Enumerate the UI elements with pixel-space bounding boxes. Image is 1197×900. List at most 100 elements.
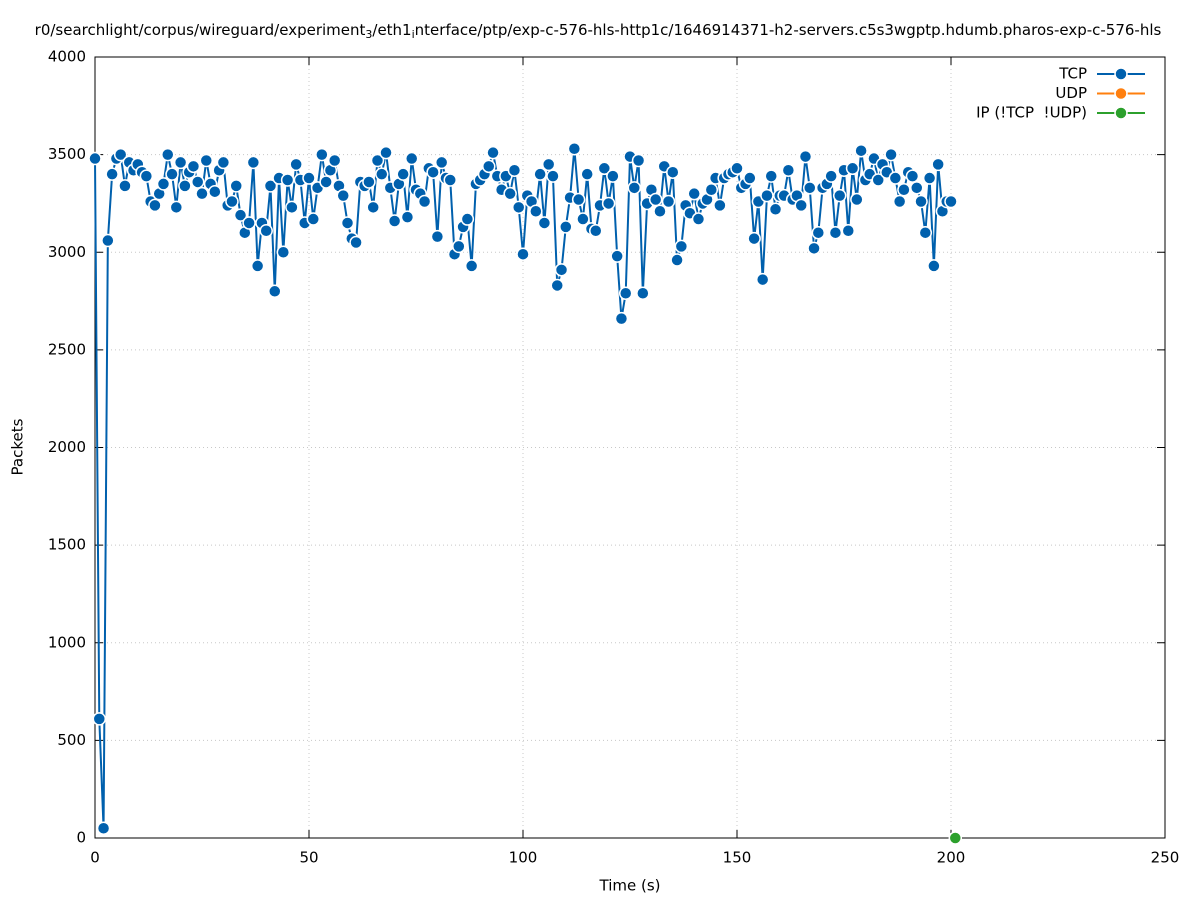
data-point — [670, 253, 684, 267]
data-point — [434, 155, 449, 170]
data-point — [892, 194, 907, 209]
data-point — [340, 216, 355, 230]
data-point — [798, 149, 813, 164]
data-point — [948, 831, 963, 845]
data-point — [905, 169, 920, 183]
title-part: /eth1 — [372, 21, 411, 39]
y-tick-label: 3500 — [48, 145, 86, 163]
data-point — [190, 175, 205, 189]
y-tick-label: 1000 — [48, 633, 86, 651]
data-point — [541, 157, 556, 172]
data-point — [760, 188, 774, 203]
plot-border — [94, 56, 1166, 839]
data-point — [503, 186, 517, 201]
title-part: r0/searchlight/corpus/wireguard/experime… — [35, 21, 366, 39]
data-point — [845, 161, 860, 176]
data-point — [631, 153, 646, 168]
x-tick-label: 150 — [723, 849, 752, 867]
x-tick-label: 250 — [1151, 849, 1180, 867]
y-tick-label: 0 — [76, 829, 86, 847]
data-point — [691, 212, 706, 226]
data-point — [118, 179, 132, 193]
data-point — [105, 167, 119, 181]
data-point — [370, 153, 385, 168]
data-point — [537, 216, 552, 230]
data-point — [618, 286, 633, 301]
data-point — [567, 142, 582, 156]
data-point — [687, 186, 701, 201]
data-point — [674, 239, 689, 254]
data-point — [319, 175, 333, 189]
data-point — [375, 167, 389, 181]
data-point — [486, 145, 500, 160]
legend-marker — [1114, 106, 1128, 120]
data-point — [464, 259, 479, 273]
x-tick-label: 200 — [937, 849, 966, 867]
data-point — [713, 198, 727, 213]
data-point — [430, 229, 445, 244]
data-point — [452, 239, 466, 254]
data-point — [225, 194, 239, 209]
data-point — [280, 173, 295, 187]
title-part: nterface/ptp/exp-c-576-hls-http1c/164691… — [415, 21, 1162, 39]
data-point — [306, 212, 321, 226]
data-point — [88, 151, 102, 166]
data-point — [396, 167, 410, 181]
data-point — [897, 183, 911, 197]
data-point — [850, 192, 864, 207]
data-point — [242, 216, 256, 230]
legend-label: TCP — [1058, 65, 1087, 83]
data-point — [195, 186, 209, 201]
legend-marker — [1114, 86, 1128, 101]
data-point — [931, 157, 945, 172]
data-point — [606, 169, 620, 183]
legend-label: IP (!TCP !UDP) — [976, 104, 1087, 122]
data-point — [764, 169, 778, 183]
data-point — [576, 212, 590, 226]
data-point — [546, 169, 560, 183]
data-point — [653, 204, 667, 218]
data-point — [559, 220, 573, 234]
data-point — [268, 284, 282, 299]
data-point — [263, 179, 278, 193]
data-point — [178, 179, 192, 193]
data-point — [910, 181, 924, 195]
data-point — [922, 171, 937, 185]
y-tick-label: 4000 — [48, 48, 86, 66]
y-tick-label: 2500 — [48, 340, 86, 358]
x-tick-label: 100 — [509, 849, 538, 867]
data-point — [610, 249, 624, 263]
data-point — [233, 208, 248, 222]
data-point — [186, 159, 201, 174]
data-point — [550, 278, 564, 293]
data-point — [208, 184, 222, 199]
data-point — [417, 194, 432, 209]
data-point — [139, 169, 154, 183]
data-point — [781, 163, 796, 177]
x-tick-label: 0 — [90, 849, 100, 867]
data-point — [387, 214, 402, 228]
data-point — [614, 311, 629, 326]
data-point — [199, 153, 214, 168]
data-point — [914, 194, 928, 209]
y-tick-label: 2000 — [48, 438, 86, 456]
data-point — [148, 198, 162, 213]
data-point — [529, 204, 543, 218]
data-point — [636, 286, 650, 301]
data-point — [165, 167, 179, 181]
data-point — [533, 167, 547, 181]
data-point — [302, 171, 316, 185]
data-point — [362, 175, 376, 189]
data-point — [918, 225, 933, 240]
data-point — [871, 173, 885, 187]
data-point — [888, 171, 903, 185]
data-point — [927, 259, 941, 273]
data-point — [704, 183, 719, 197]
data-point — [511, 200, 526, 215]
data-point — [327, 153, 342, 168]
data-point — [755, 272, 770, 287]
data-point — [250, 259, 265, 273]
data-point — [661, 194, 676, 209]
data-point — [315, 147, 329, 162]
